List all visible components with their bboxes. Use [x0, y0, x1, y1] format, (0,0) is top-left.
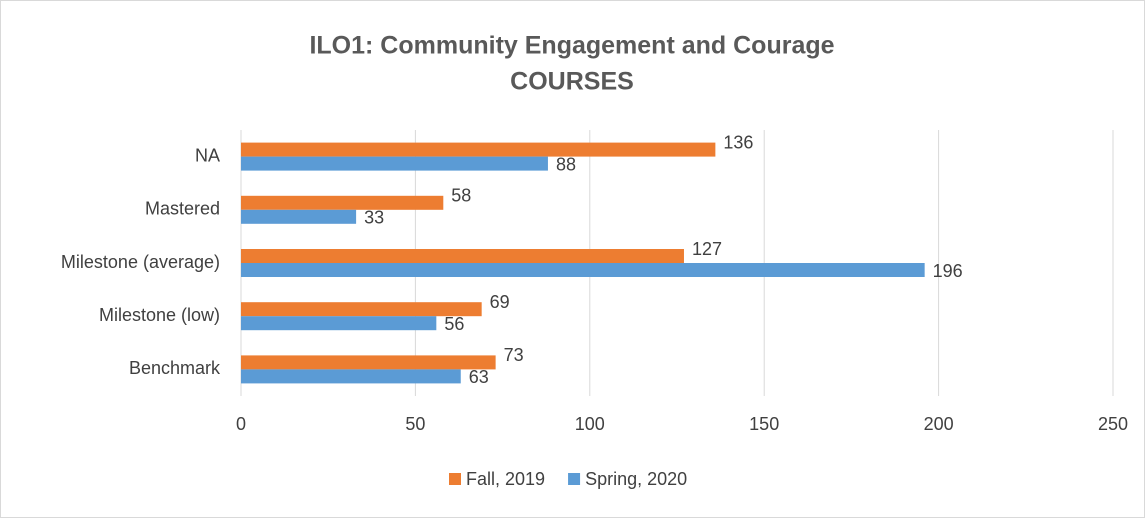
y-tick-label: Mastered: [145, 199, 220, 219]
x-tick-label: 50: [405, 414, 425, 434]
bar: [241, 156, 548, 171]
data-label: 73: [504, 345, 524, 365]
y-tick-label: Benchmark: [129, 358, 221, 378]
x-tick-label: 0: [236, 414, 246, 434]
x-tick-label: 100: [575, 414, 605, 434]
chart-title: COURSES: [510, 68, 634, 96]
bar: [241, 142, 716, 157]
bar: [241, 249, 684, 263]
y-tick-label: Milestone (average): [61, 252, 220, 272]
chart-title: ILO1: Community Engagement and Courage: [309, 32, 834, 60]
x-tick-label: 150: [749, 414, 779, 434]
legend-label: Spring, 2020: [585, 469, 687, 489]
data-label: 33: [364, 208, 384, 228]
x-tick-label: 200: [924, 414, 954, 434]
bar: [241, 316, 437, 331]
x-tick-label: 250: [1098, 414, 1128, 434]
legend-swatch: [449, 473, 461, 485]
legend-swatch: [568, 473, 581, 485]
bar: [241, 209, 357, 224]
bar: [241, 302, 482, 317]
y-tick-label: Milestone (low): [99, 305, 220, 325]
data-label: 127: [692, 239, 722, 259]
data-label: 88: [556, 154, 576, 174]
bar: [241, 355, 496, 370]
y-tick-label: NA: [195, 145, 220, 165]
bar: [241, 369, 461, 384]
data-label: 196: [933, 261, 963, 281]
bar: [241, 195, 444, 210]
data-label: 63: [469, 367, 489, 387]
data-label: 136: [723, 132, 753, 152]
data-label: 56: [444, 314, 464, 334]
legend-label: Fall, 2019: [466, 469, 545, 489]
bar: [241, 263, 925, 277]
data-label: 69: [490, 292, 510, 312]
data-label: 58: [451, 186, 471, 206]
